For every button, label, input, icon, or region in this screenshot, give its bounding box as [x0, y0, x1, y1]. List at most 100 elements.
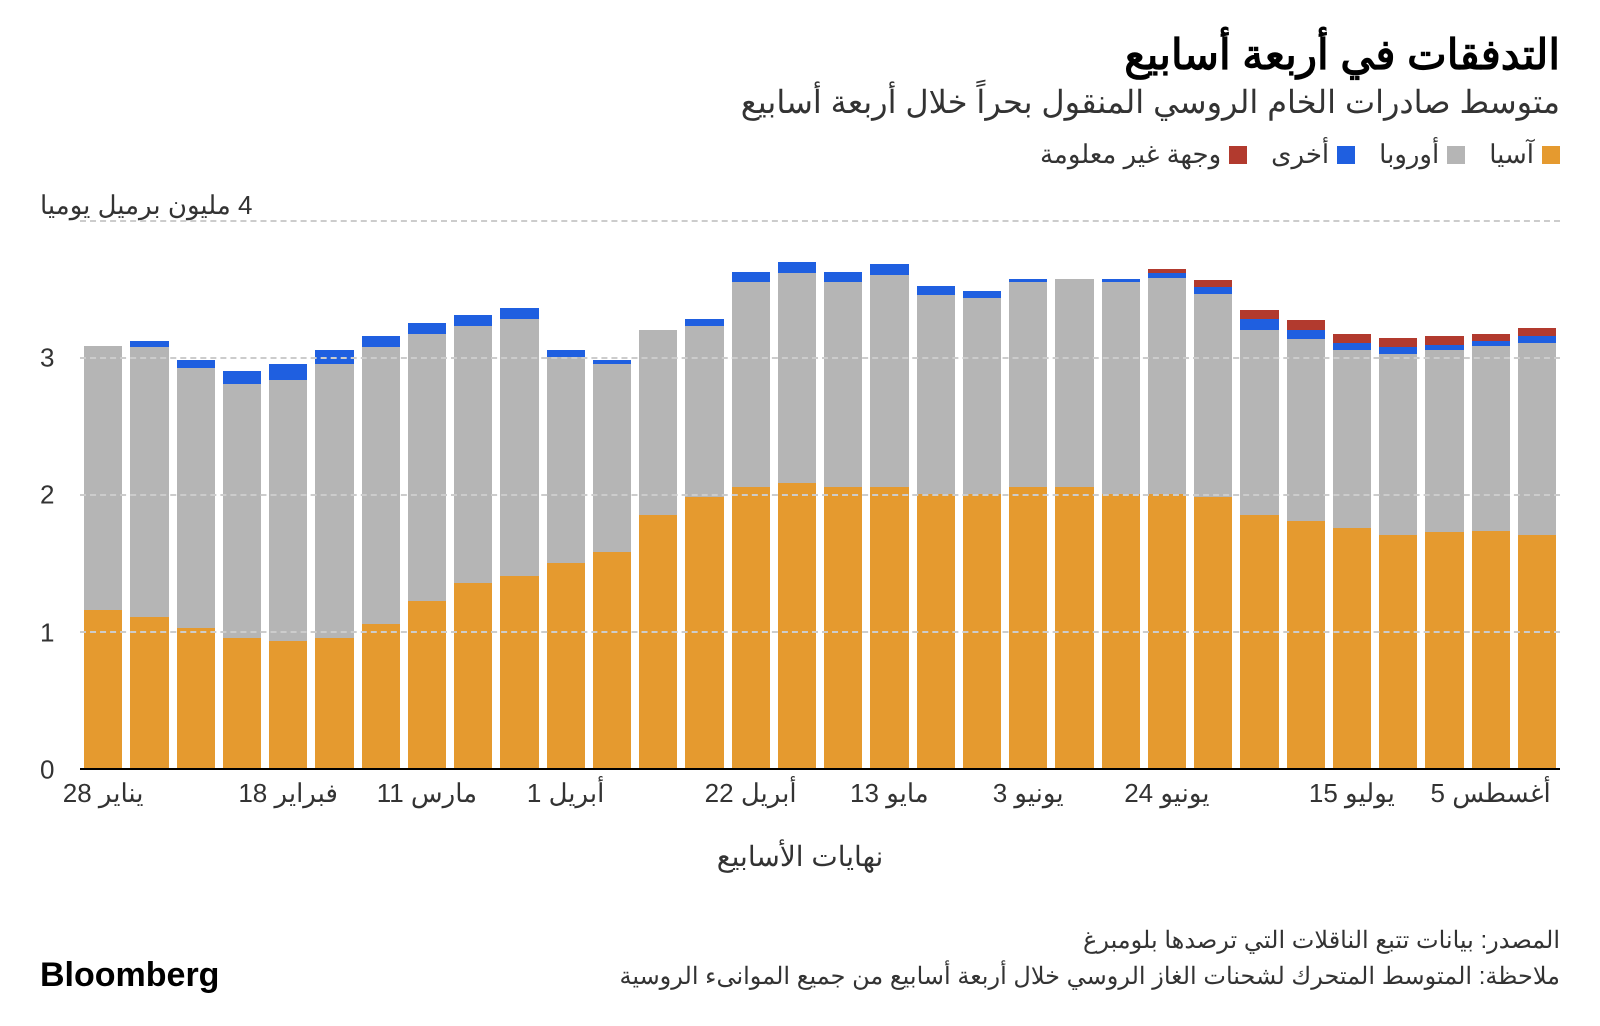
bar-segment-europe: [685, 326, 723, 497]
bar-segment-other: [500, 308, 538, 319]
bar-segment-europe: [1148, 278, 1186, 494]
bar-segment-europe: [315, 364, 353, 638]
bar-segment-europe: [593, 364, 631, 552]
gridline: [80, 631, 1560, 633]
bar-segment-asia: [870, 487, 908, 768]
bar-segment-other: [362, 336, 400, 347]
x-tick-label: 11 مارس: [377, 778, 477, 809]
bar-segment-other: [1240, 319, 1278, 330]
chart-title: التدفقات في أربعة أسابيع: [40, 30, 1560, 79]
x-tick-label: 15 يوليو: [1309, 778, 1395, 809]
bar-segment-other: [1379, 347, 1417, 354]
bar-segment-asia: [1333, 528, 1371, 768]
legend-item: أخرى: [1271, 139, 1355, 170]
bar-segment-other: [1333, 343, 1371, 350]
bar-segment-asia: [1055, 487, 1093, 768]
gridline: [80, 357, 1560, 359]
bar-segment-europe: [547, 357, 585, 563]
bar-segment-europe: [1379, 354, 1417, 535]
bar-segment-unknown: [1287, 320, 1325, 330]
bar-segment-asia: [732, 487, 770, 768]
bar-segment-other: [547, 350, 585, 357]
bar-segment-other: [1194, 287, 1232, 294]
bar-segment-europe: [269, 380, 307, 640]
bar-segment-europe: [177, 368, 215, 628]
bar-segment-other: [223, 371, 261, 385]
y-tick-label: 3: [40, 342, 54, 373]
note-text: ملاحظة: المتوسط المتحرك لشحنات الغاز الر…: [619, 959, 1560, 995]
x-tick-label: 3 يونيو: [993, 778, 1064, 809]
bar-segment-other: [1287, 330, 1325, 340]
bar-segment-other: [778, 262, 816, 273]
bar-segment-asia: [454, 583, 492, 768]
bar-segment-europe: [824, 282, 862, 488]
bar-segment-unknown: [1518, 328, 1556, 336]
legend-swatch: [1447, 146, 1465, 164]
bar-segment-europe: [917, 295, 955, 494]
plot-area: [80, 220, 1560, 770]
bar-segment-europe: [1518, 343, 1556, 535]
gridline: [80, 494, 1560, 496]
x-tick-label: 22 أبريل: [705, 778, 797, 809]
bar-segment-unknown: [1425, 336, 1463, 344]
bar-segment-unknown: [1240, 310, 1278, 318]
bar-segment-unknown: [1194, 280, 1232, 287]
bar-segment-europe: [1055, 279, 1093, 487]
bar-segment-other: [130, 341, 168, 348]
bar-segment-europe: [778, 273, 816, 483]
bar-segment-asia: [315, 638, 353, 768]
legend-swatch: [1229, 146, 1247, 164]
bar-segment-asia: [500, 576, 538, 768]
x-tick-label: 18 فبراير: [238, 778, 338, 809]
legend-swatch: [1542, 146, 1560, 164]
legend-item: آسيا: [1489, 139, 1560, 170]
brand-logo: Bloomberg: [40, 956, 219, 995]
bar-segment-europe: [223, 384, 261, 637]
bar-segment-other: [408, 323, 446, 334]
bar-segment-asia: [824, 487, 862, 768]
bar-segment-asia: [547, 563, 585, 769]
bar-segment-asia: [1287, 521, 1325, 768]
y-tick-label: 0: [40, 755, 54, 786]
legend-label: آسيا: [1489, 139, 1534, 170]
bar-segment-europe: [408, 334, 446, 601]
bar-segment-unknown: [1472, 334, 1510, 341]
bar-segment-asia: [177, 628, 215, 768]
x-axis-labels: 28 يناير18 فبراير11 مارس1 أبريل22 أبريل1…: [80, 778, 1560, 818]
bar-segment-europe: [130, 347, 168, 617]
bar-segment-europe: [454, 326, 492, 584]
bar-segment-other: [732, 272, 770, 282]
legend-label: أوروبا: [1379, 139, 1439, 170]
bar-segment-europe: [84, 346, 122, 610]
bar-segment-europe: [1009, 282, 1047, 488]
x-tick-label: 28 يناير: [63, 778, 144, 809]
bar-segment-other: [870, 264, 908, 275]
bar-segment-other: [1518, 336, 1556, 343]
bar-segment-europe: [732, 282, 770, 488]
bar-segment-asia: [84, 610, 122, 768]
legend: آسياأوروباأخرىوجهة غير معلومة: [40, 139, 1560, 170]
bar-segment-other: [685, 319, 723, 326]
bar-segment-europe: [1194, 294, 1232, 497]
bar-segment-asia: [223, 638, 261, 768]
y-axis-ticks: 0123: [40, 220, 70, 770]
y-axis-title: 4 مليون برميل يوميا: [40, 190, 252, 221]
bar-segment-other: [963, 291, 1001, 298]
bar-segment-unknown: [1333, 334, 1371, 344]
bar-segment-asia: [639, 515, 677, 768]
bar-segment-other: [917, 286, 955, 296]
bar-segment-other: [269, 364, 307, 380]
x-tick-label: 1 أبريل: [527, 778, 604, 809]
legend-item: أوروبا: [1379, 139, 1465, 170]
bar-segment-asia: [1009, 487, 1047, 768]
x-axis-title: نهايات الأسابيع: [40, 840, 1560, 873]
bar-segment-asia: [593, 552, 631, 768]
bar-segment-asia: [269, 641, 307, 768]
bar-segment-europe: [362, 347, 400, 624]
bar-segment-europe: [870, 275, 908, 487]
gridline: [80, 220, 1560, 222]
bar-segment-asia: [1472, 531, 1510, 768]
legend-swatch: [1337, 146, 1355, 164]
bar-segment-europe: [1472, 346, 1510, 531]
source-text: المصدر: بيانات تتبع الناقلات التي ترصدها…: [619, 923, 1560, 959]
